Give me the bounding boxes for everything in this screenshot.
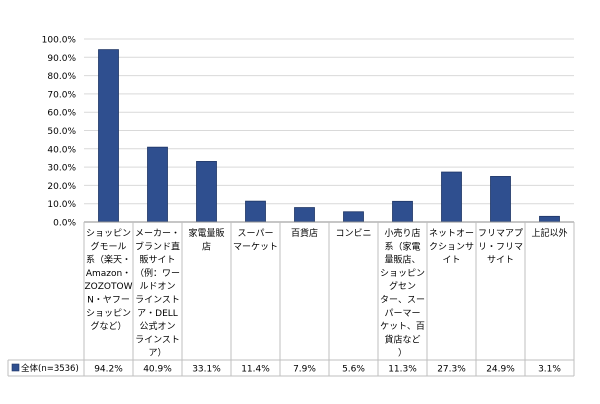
x-tick-label: イト (442, 256, 460, 266)
x-tick-label: 上記以外 (531, 227, 567, 239)
y-tick-label: 30.0% (47, 164, 76, 174)
bar (294, 207, 315, 223)
x-tick-label: グなど） (90, 320, 126, 332)
x-tick-label: ルドオン (139, 281, 175, 292)
bar (147, 146, 168, 223)
x-tick-label: ラインスト (135, 334, 180, 345)
x-tick-label: 貨店など (384, 333, 420, 345)
x-tick-label: Amazon・ (86, 269, 131, 279)
x-tick-label: ショッピン (86, 228, 131, 239)
bar (196, 161, 217, 223)
x-tick-label: パーマー (384, 308, 420, 319)
data-label: 24.9% (486, 365, 515, 375)
x-tick-label: 店 (202, 240, 211, 252)
x-tick-label: （例：ワー (135, 267, 180, 279)
x-tick-label: 百貨店 (291, 227, 318, 239)
x-tick-label: コンビニ (335, 228, 371, 239)
x-tick-label: スーパー (238, 228, 274, 239)
x-tick-label: 量販店、 (384, 254, 420, 266)
data-label: 94.2% (94, 365, 123, 375)
bar (392, 200, 413, 223)
data-label: 11.3% (388, 365, 417, 375)
data-label: 11.4% (241, 365, 270, 375)
y-tick-label: 40.0% (47, 145, 76, 155)
bar (245, 200, 266, 223)
x-tick-label: ラインスト (135, 295, 180, 306)
data-label: 27.3% (437, 365, 466, 375)
x-tick-label: クションサ (429, 241, 474, 252)
x-tick-label: 系（家電 (384, 240, 420, 252)
x-tick-label: ショッピン (86, 308, 131, 319)
x-tick-label: ZOZOTOW (85, 282, 133, 292)
x-tick-label: サイト (487, 255, 514, 266)
x-tick-label: 小売り店 (384, 227, 420, 239)
y-tick-label: 20.0% (47, 182, 76, 192)
y-tick-label: 100.0% (42, 36, 77, 46)
x-tick-label: 公式オン (139, 320, 175, 332)
data-label: 3.1% (538, 365, 561, 375)
x-tick-label: 系（楽天・ (86, 254, 131, 266)
x-tick-label: ア・DELL (137, 309, 178, 319)
x-tick-label: N・ヤフー (87, 296, 130, 306)
x-tick-label: マーケット (233, 241, 278, 252)
x-tick-label: ター、スー (380, 295, 425, 306)
y-tick-label: 10.0% (47, 200, 76, 210)
bar (98, 49, 119, 223)
y-tick-label: 70.0% (47, 90, 76, 100)
bar (343, 211, 364, 223)
data-label: 5.6% (342, 365, 365, 375)
y-tick-label: 80.0% (47, 72, 76, 82)
x-tick-label: ケット、百 (380, 321, 425, 332)
x-tick-label: フリマアプ (478, 228, 523, 239)
x-tick-label: ブランド直 (135, 240, 180, 252)
legend-swatch (11, 363, 20, 372)
x-tick-label: グセン (389, 280, 416, 292)
bar (539, 215, 560, 223)
x-tick-label: ネットオー (429, 228, 474, 239)
x-tick-label: グモール (90, 240, 126, 252)
x-tick-label: 家電量販 (188, 227, 224, 239)
data-label: 40.9% (143, 365, 172, 375)
bar (441, 171, 462, 223)
y-tick-label: 90.0% (47, 54, 76, 64)
legend-label: 全体(n=3536) (21, 363, 79, 374)
bar (490, 176, 511, 223)
x-tick-label: ア） (148, 348, 166, 359)
y-tick-label: 50.0% (47, 127, 76, 137)
x-tick-label: リ・フリマ (478, 242, 523, 252)
x-tick-label: 販サイト (139, 254, 175, 266)
x-tick-label: メーカー・ (135, 228, 180, 239)
data-label: 7.9% (293, 365, 316, 375)
x-tick-label: ） (398, 348, 407, 359)
y-tick-label: 60.0% (47, 109, 76, 119)
data-label: 33.1% (192, 365, 221, 375)
x-tick-label: ショッピン (380, 268, 425, 279)
y-tick-label: 0.0% (53, 219, 76, 229)
